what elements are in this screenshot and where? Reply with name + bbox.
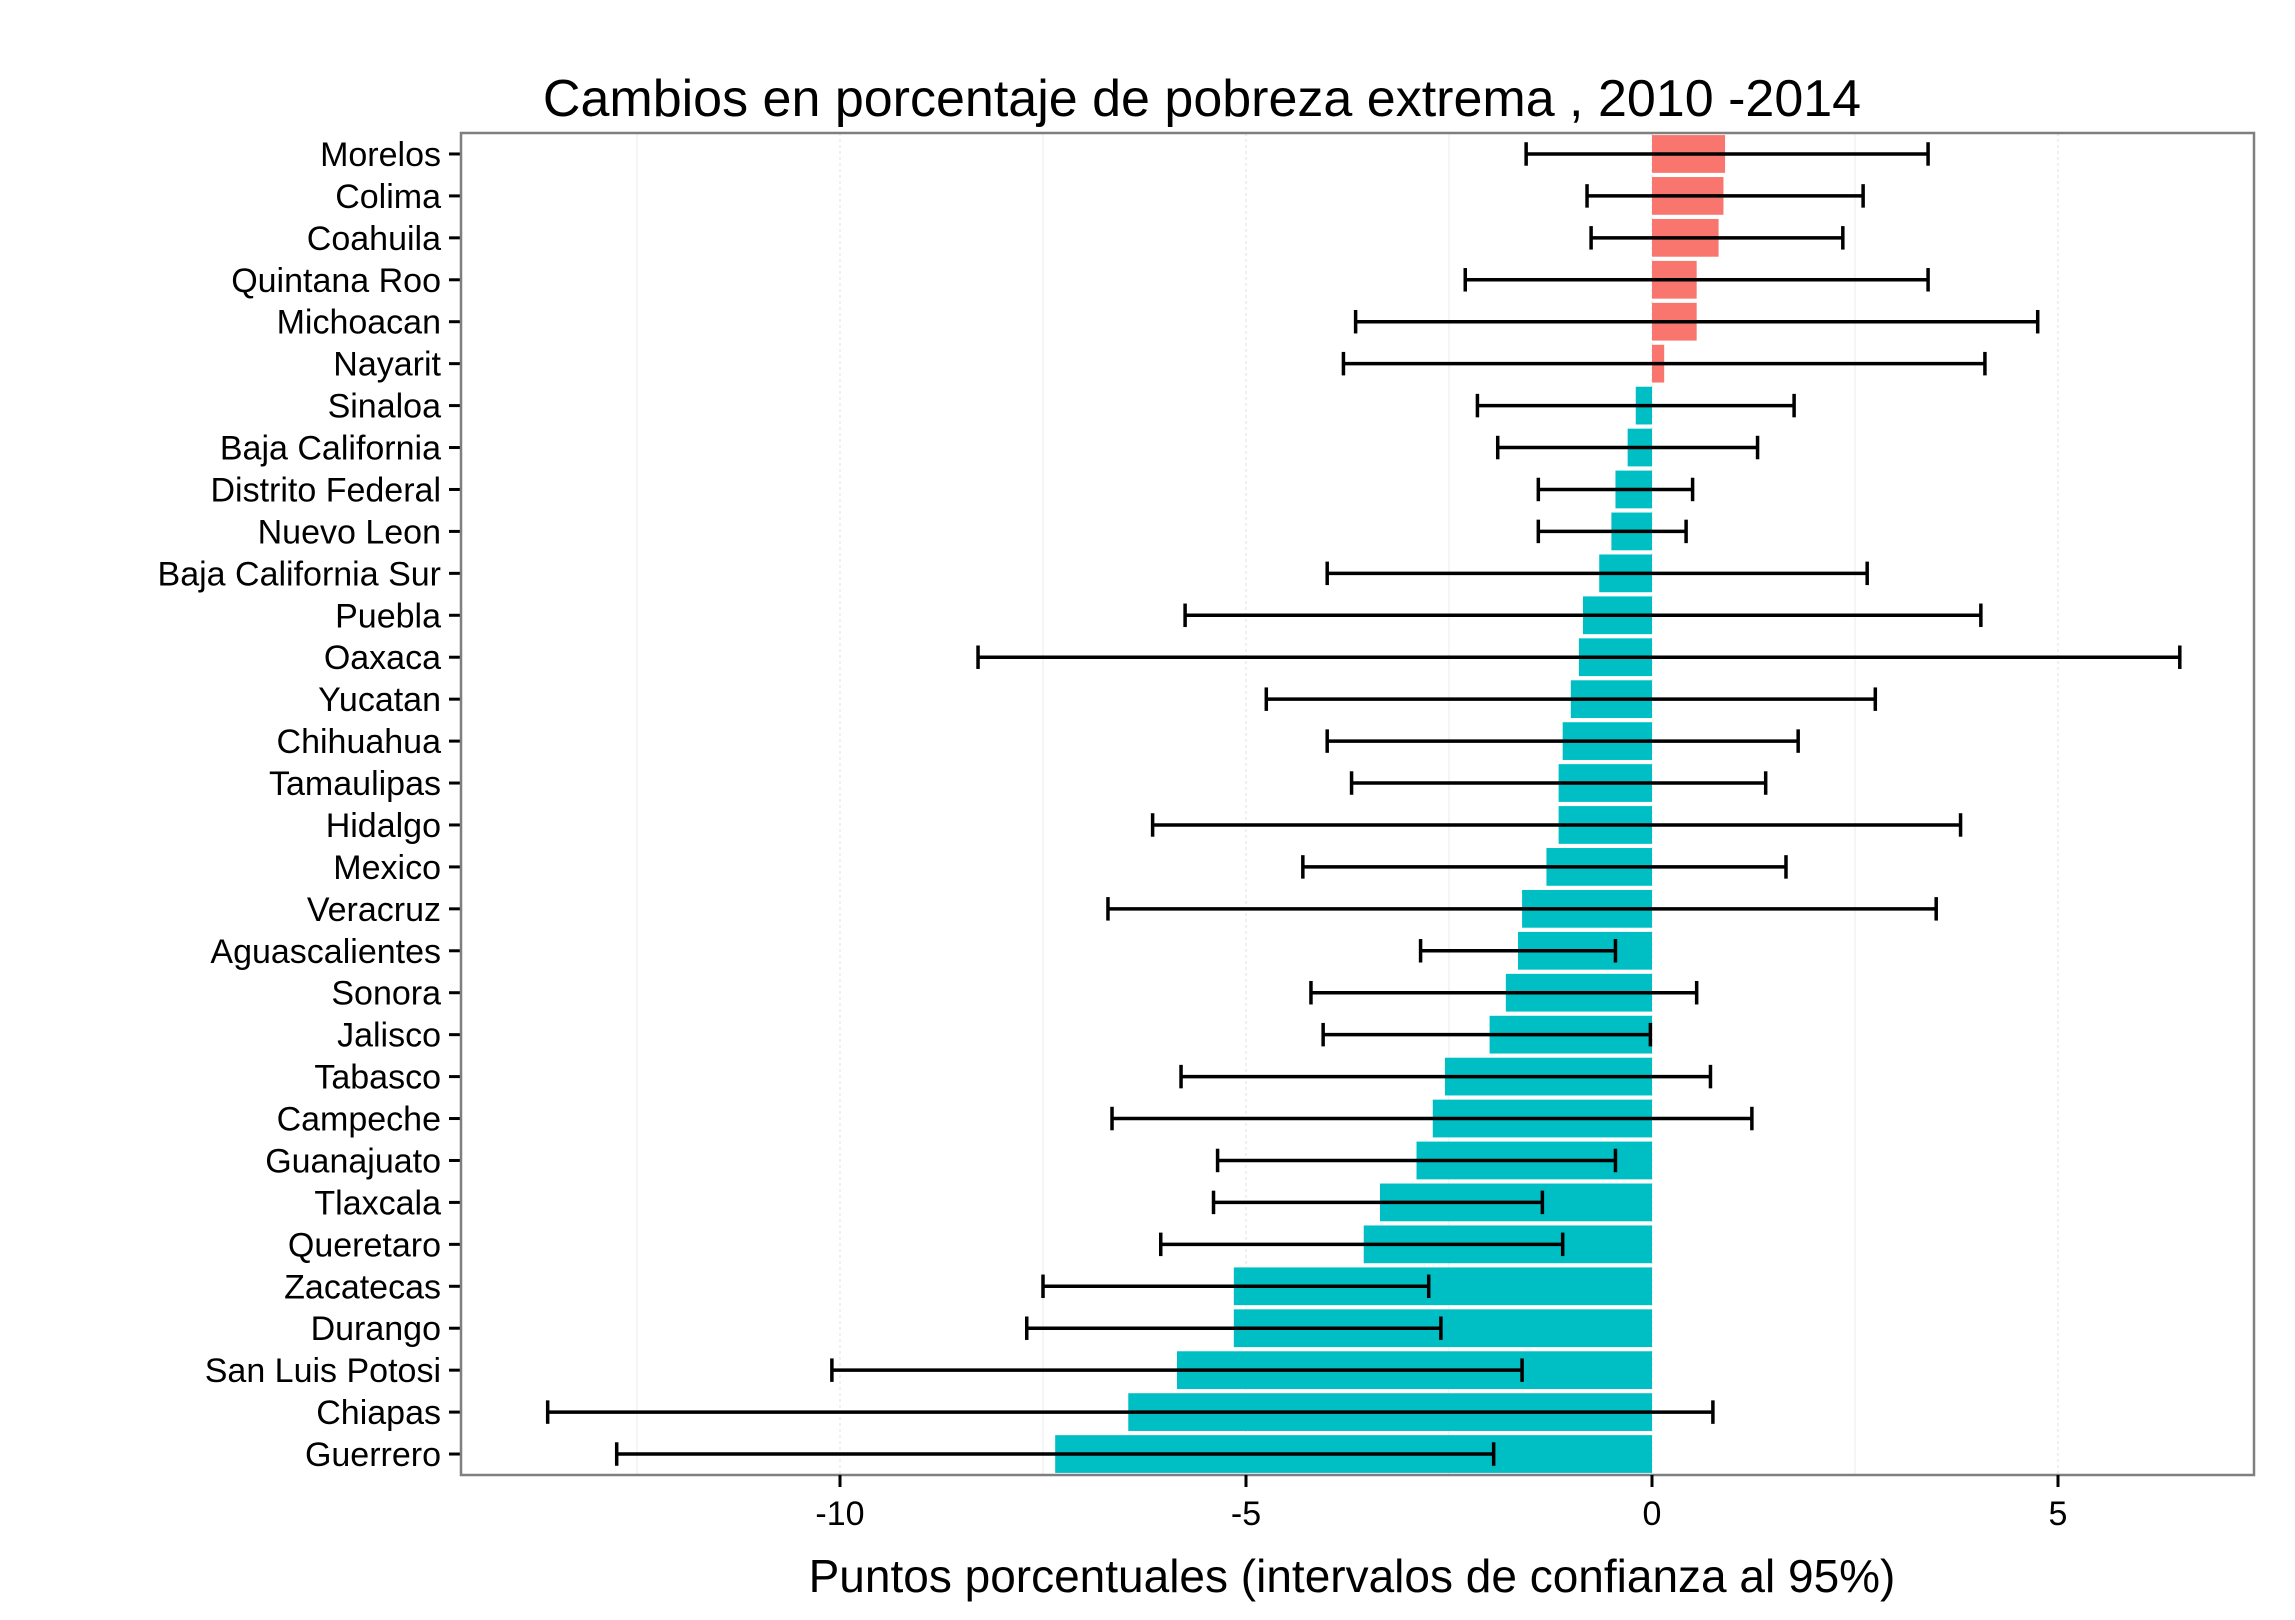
category-label: Sinaloa xyxy=(328,388,442,426)
chart-title: Cambios en porcentaje de pobreza extrema… xyxy=(543,70,1861,128)
category-label: Baja California xyxy=(220,430,441,468)
category-label: Durango xyxy=(311,1310,441,1348)
category-label: Morelos xyxy=(320,136,441,174)
category-label: Nuevo Leon xyxy=(258,513,441,551)
category-label: Chihuahua xyxy=(277,723,442,761)
category-label: Tabasco xyxy=(314,1059,441,1097)
category-label: Tamaulipas xyxy=(269,765,441,803)
category-label: Oaxaca xyxy=(324,639,441,677)
category-label: Mexico xyxy=(333,849,441,887)
x-tick-label: 0 xyxy=(1643,1495,1662,1533)
panel-border xyxy=(459,131,2256,1477)
plot-area: Morelos Colima Coahuila Quintana Roo Michoac… xyxy=(158,131,2256,1533)
category-label: Chiapas xyxy=(316,1394,441,1432)
category-label: Coahuila xyxy=(307,220,441,258)
x-tick-label: 5 xyxy=(2049,1495,2068,1533)
category-label: Aguascalientes xyxy=(210,933,441,971)
category-label: Guanajuato xyxy=(265,1142,441,1180)
category-label: Distrito Federal xyxy=(210,471,441,509)
category-label: Puebla xyxy=(335,597,441,635)
category-label: Guerrero xyxy=(305,1436,441,1474)
category-label: Colima xyxy=(335,178,441,216)
category-label: Veracruz xyxy=(307,891,441,929)
category-label: San Luis Potosi xyxy=(205,1352,441,1390)
category-label: Tlaxcala xyxy=(314,1184,441,1222)
category-label: Quintana Roo xyxy=(231,262,441,300)
x-tick-label: -5 xyxy=(1231,1495,1261,1533)
category-label: Campeche xyxy=(277,1101,441,1139)
category-label: Nayarit xyxy=(333,346,441,384)
category-label: Michoacan xyxy=(277,304,441,342)
category-label: Queretaro xyxy=(288,1226,441,1264)
category-label: Baja California Sur xyxy=(158,555,441,593)
category-label: Jalisco xyxy=(337,1017,441,1055)
x-axis-title: Puntos porcentuales (intervalos de confi… xyxy=(809,1550,1896,1602)
category-label: Hidalgo xyxy=(326,807,441,845)
x-tick-label: -10 xyxy=(815,1495,864,1533)
category-label: Yucatan xyxy=(318,681,441,719)
category-label: Sonora xyxy=(331,975,441,1013)
category-label: Zacatecas xyxy=(284,1268,441,1306)
